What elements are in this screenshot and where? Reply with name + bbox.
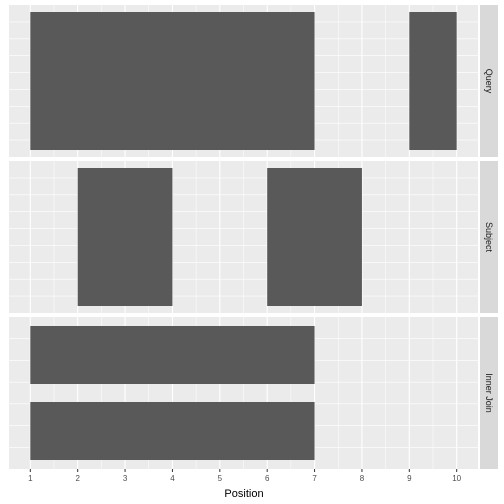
panels: Query Subject Inner Join	[9, 5, 498, 469]
range-bar	[30, 12, 315, 150]
x-tick-label: 9	[407, 474, 412, 483]
x-tick-label: 8	[360, 474, 365, 483]
facet-panel: Subject	[9, 161, 498, 313]
x-tick-label: 3	[123, 474, 128, 483]
x-tick-label: 2	[75, 474, 80, 483]
range-bar	[30, 326, 315, 384]
x-tick-label: 1	[28, 474, 33, 483]
x-tick-label: 5	[218, 474, 223, 483]
facet-panel: Query	[9, 5, 498, 157]
x-axis: 1 2 3 4 5 6 7 8 9 10	[28, 469, 462, 483]
facet-strip	[480, 5, 498, 157]
x-tick-label: 6	[265, 474, 270, 483]
facet-label: Query	[484, 69, 494, 94]
range-bar	[77, 168, 173, 306]
range-bar	[267, 168, 362, 306]
range-bar	[30, 402, 315, 460]
x-tick-label: 7	[312, 474, 317, 483]
facet-strip	[480, 161, 498, 313]
x-tick-label: 10	[452, 474, 461, 483]
facet-panel: Inner Join	[9, 317, 498, 469]
facet-strip	[480, 317, 498, 469]
facet-label: Subject	[484, 222, 494, 253]
facet-label: Inner Join	[484, 373, 494, 413]
x-axis-label: Position	[224, 488, 263, 500]
x-tick-label: 4	[170, 474, 175, 483]
range-bar	[409, 12, 457, 150]
